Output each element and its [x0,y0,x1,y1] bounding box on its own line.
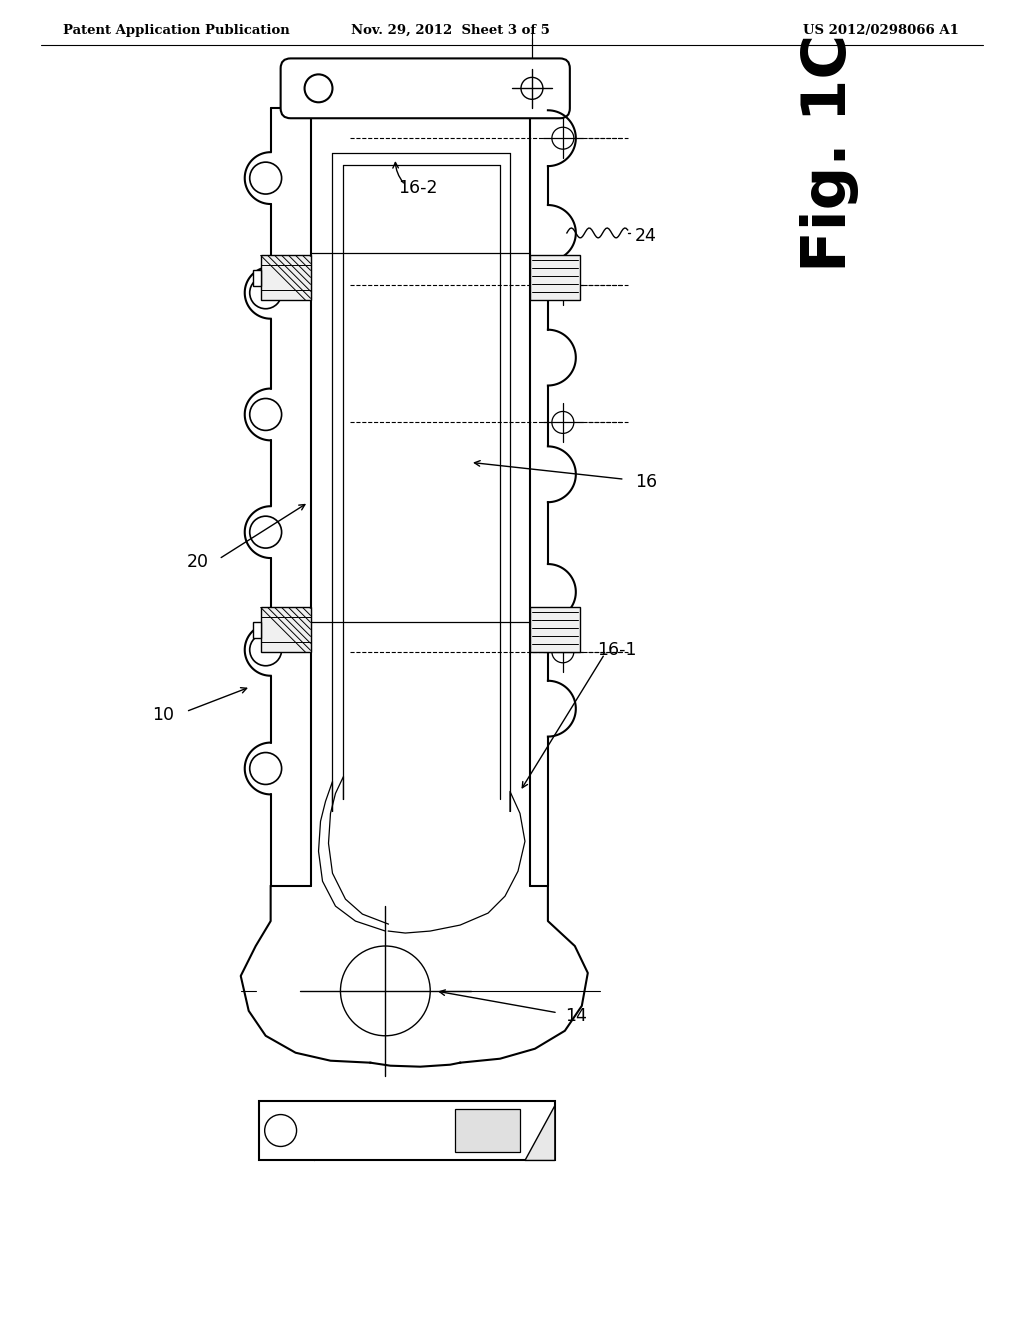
Bar [530,255,580,300]
Text: 20: 20 [186,553,209,572]
Text: 16-1: 16-1 [597,640,636,659]
Text: Fig. 1C: Fig. 1C [800,34,859,272]
Text: 24: 24 [635,227,656,246]
Text: Nov. 29, 2012  Sheet 3 of 5: Nov. 29, 2012 Sheet 3 of 5 [351,24,550,37]
Circle shape [250,634,282,665]
Bar [253,269,261,286]
Text: 14: 14 [565,1007,587,1024]
Circle shape [250,399,282,430]
Text: Patent Application Publication: Patent Application Publication [63,24,290,37]
Bar [261,255,310,300]
Circle shape [250,162,282,194]
Text: US 2012/0298066 A1: US 2012/0298066 A1 [803,24,958,37]
Bar [253,622,261,638]
Text: 10: 10 [152,706,174,723]
Circle shape [250,516,282,548]
Bar [259,1101,555,1160]
Polygon shape [525,1106,555,1160]
Bar [530,607,580,652]
Bar [455,1109,520,1152]
Circle shape [250,277,282,309]
Text: 16: 16 [635,474,656,491]
FancyBboxPatch shape [281,58,569,119]
Bar [261,607,310,652]
Text: 16-2: 16-2 [398,180,438,197]
Circle shape [250,752,282,784]
